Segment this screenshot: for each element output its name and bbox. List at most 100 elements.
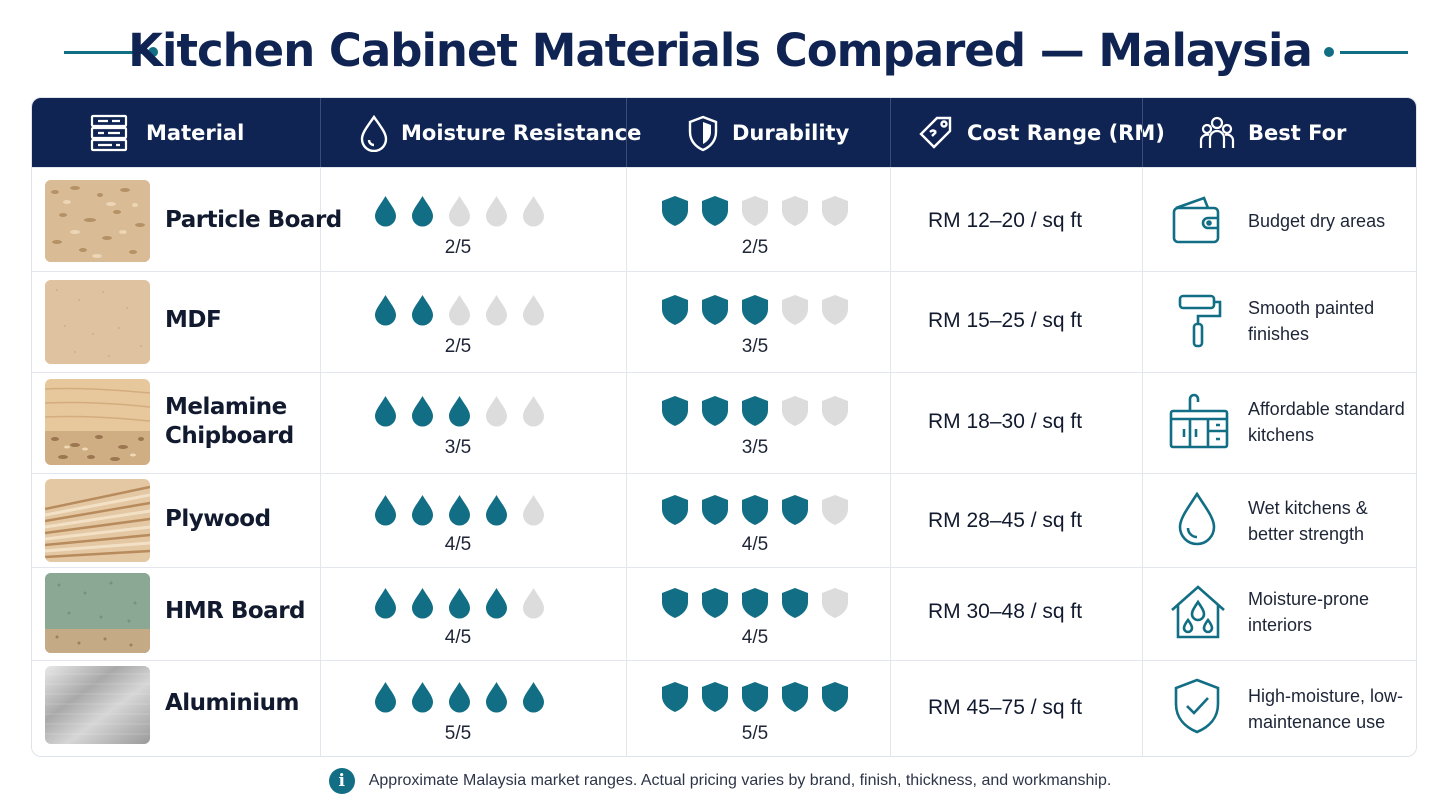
durability-rating-label: 3/5 — [741, 336, 769, 357]
water-drop-icon — [523, 196, 544, 227]
water-drop-icon — [449, 196, 470, 227]
water-drop-icon — [360, 114, 388, 152]
cost-range: RM 30–48 / sq ft — [928, 600, 1083, 623]
header-best-for: Best For — [1198, 98, 1346, 167]
water-drop-icon — [523, 588, 544, 619]
durability-rating — [661, 395, 849, 427]
water-drop-icon — [375, 588, 396, 619]
material-name: Aluminium — [165, 690, 300, 716]
moisture-rating — [373, 294, 546, 326]
footer-note: i Approximate Malaysia market ranges. Ac… — [0, 766, 1440, 796]
house-drops-icon — [1171, 585, 1225, 639]
best-for-text: Smooth painted finishes — [1248, 298, 1375, 344]
header-material-label: Material — [146, 120, 245, 145]
best-for-text: Budget dry areas — [1248, 211, 1386, 231]
material-name: HMR Board — [165, 598, 306, 624]
kitchen-cabinet-icon — [1169, 393, 1229, 449]
cost-range: RM 45–75 / sq ft — [928, 696, 1083, 719]
title-area: Kitchen Cabinet Materials Compared — Mal… — [0, 18, 1440, 86]
mdf-texture — [45, 280, 150, 364]
durability-rating — [661, 587, 849, 619]
shield-icon — [662, 495, 688, 525]
durability-rating — [661, 294, 849, 326]
table-row: Particle Board 2/5 2/5 RM 12–20 / sq ft … — [32, 167, 1416, 271]
water-drop-icon — [412, 396, 433, 427]
moisture-rating — [373, 681, 546, 713]
moisture-rating-label: 4/5 — [444, 627, 472, 648]
moisture-rating — [373, 494, 546, 526]
water-drop-icon — [449, 588, 470, 619]
table-row: Aluminium 5/5 5/5 RM 45–75 / sq ft High-… — [32, 660, 1416, 756]
shield-icon — [822, 295, 848, 325]
best-for-text: Affordable standard kitchens — [1248, 399, 1405, 445]
durability-rating — [661, 681, 849, 713]
footer-note-text: Approximate Malaysia market ranges. Actu… — [368, 772, 1112, 789]
shield-icon — [662, 682, 688, 712]
water-drop-icon — [375, 682, 396, 713]
durability-rating — [661, 494, 849, 526]
shield-icon — [662, 196, 688, 226]
shield-icon — [782, 682, 808, 712]
water-drop-icon — [375, 396, 396, 427]
shield-icon — [742, 396, 768, 426]
comparison-table: Material Moisture Resistance Durability … — [31, 97, 1417, 757]
water-drop-icon — [486, 295, 507, 326]
header-moisture-label: Moisture Resistance — [401, 120, 642, 145]
cost-range: RM 12–20 / sq ft — [928, 209, 1083, 232]
water-drop-icon — [486, 588, 507, 619]
shield-icon — [702, 588, 728, 618]
water-drop-icon — [449, 295, 470, 326]
shield-icon — [822, 682, 848, 712]
title-decoration-left — [64, 51, 144, 54]
paint-roller-icon — [1178, 294, 1222, 348]
moisture-rating-label: 3/5 — [444, 437, 472, 458]
durability-rating-label: 3/5 — [741, 437, 769, 458]
water-drop-icon — [486, 495, 507, 526]
water-drop-icon — [412, 495, 433, 526]
header-material: Material — [86, 98, 244, 167]
title-decoration-right — [1340, 51, 1408, 54]
table-row: Plywood 4/5 4/5 RM 28–45 / sq ft Wet kit… — [32, 473, 1416, 567]
water-drop-icon — [449, 682, 470, 713]
table-header: Material Moisture Resistance Durability … — [32, 98, 1416, 167]
water-drop-icon — [375, 196, 396, 227]
best-for-text: Moisture-prone interiors — [1248, 589, 1370, 635]
cost-range: RM 15–25 / sq ft — [928, 309, 1083, 332]
durability-rating-label: 5/5 — [741, 723, 769, 744]
wallet-icon — [1172, 196, 1220, 244]
water-drop-icon — [523, 682, 544, 713]
shield-icon — [782, 588, 808, 618]
header-moisture: Moisture Resistance — [359, 98, 641, 167]
water-drop-icon — [412, 588, 433, 619]
melamine-chipboard-texture — [45, 379, 150, 465]
water-drop-icon — [412, 682, 433, 713]
water-drop-icon — [449, 396, 470, 427]
shield-icon — [822, 588, 848, 618]
water-drop-icon — [486, 682, 507, 713]
shield-icon — [742, 588, 768, 618]
info-icon: i — [328, 768, 355, 794]
header-cost: Cost Range (RM) — [917, 98, 1165, 167]
page-title: Kitchen Cabinet Materials Compared — Mal… — [128, 24, 1313, 77]
durability-rating-label: 4/5 — [741, 627, 769, 648]
shield-icon — [822, 495, 848, 525]
moisture-rating-label: 2/5 — [444, 237, 472, 258]
shield-icon — [782, 495, 808, 525]
moisture-rating-label: 2/5 — [444, 336, 472, 357]
durability-rating-label: 4/5 — [741, 534, 769, 555]
shield-icon — [782, 396, 808, 426]
shield-icon — [662, 588, 688, 618]
water-drop-icon — [449, 495, 470, 526]
best-for-text: High-moisture, low-maintenance use — [1248, 686, 1404, 732]
water-drop-icon — [486, 396, 507, 427]
water-drop-icon — [1178, 491, 1216, 546]
water-drop-icon — [375, 495, 396, 526]
shield-icon — [702, 495, 728, 525]
shield-icon — [702, 396, 728, 426]
shield-icon — [822, 196, 848, 226]
moisture-rating — [373, 587, 546, 619]
shield-icon — [702, 295, 728, 325]
header-cost-label: Cost Range (RM) — [967, 120, 1165, 145]
water-drop-icon — [412, 295, 433, 326]
water-drop-icon — [523, 396, 544, 427]
